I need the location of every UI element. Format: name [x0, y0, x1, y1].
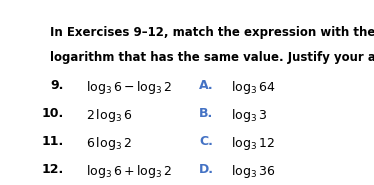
- Text: $\mathrm{log}_3\,64$: $\mathrm{log}_3\,64$: [231, 79, 275, 96]
- Text: $6\,\mathrm{log}_3\,2$: $6\,\mathrm{log}_3\,2$: [86, 135, 132, 152]
- Text: A.: A.: [199, 79, 214, 92]
- Text: 11.: 11.: [42, 135, 64, 148]
- Text: In Exercises 9–12, match the expression with the: In Exercises 9–12, match the expression …: [50, 26, 374, 39]
- Text: logarithm that has the same value. Justify your answer.: logarithm that has the same value. Justi…: [50, 51, 374, 64]
- Text: $\mathrm{log}_3\,36$: $\mathrm{log}_3\,36$: [231, 162, 275, 179]
- Text: 9.: 9.: [51, 79, 64, 92]
- Text: $\mathrm{log}_3\,6 - \mathrm{log}_3\,2$: $\mathrm{log}_3\,6 - \mathrm{log}_3\,2$: [86, 79, 172, 96]
- Text: $\mathrm{log}_3\,3$: $\mathrm{log}_3\,3$: [231, 107, 267, 124]
- Text: 10.: 10.: [42, 107, 64, 120]
- Text: $2\,\mathrm{log}_3\,6$: $2\,\mathrm{log}_3\,6$: [86, 107, 132, 124]
- Text: $\mathrm{log}_3\,12$: $\mathrm{log}_3\,12$: [231, 135, 275, 152]
- Text: D.: D.: [199, 162, 214, 176]
- Text: $\mathrm{log}_3\,6 + \mathrm{log}_3\,2$: $\mathrm{log}_3\,6 + \mathrm{log}_3\,2$: [86, 162, 172, 179]
- Text: 12.: 12.: [42, 162, 64, 176]
- Text: B.: B.: [199, 107, 214, 120]
- Text: C.: C.: [200, 135, 214, 148]
